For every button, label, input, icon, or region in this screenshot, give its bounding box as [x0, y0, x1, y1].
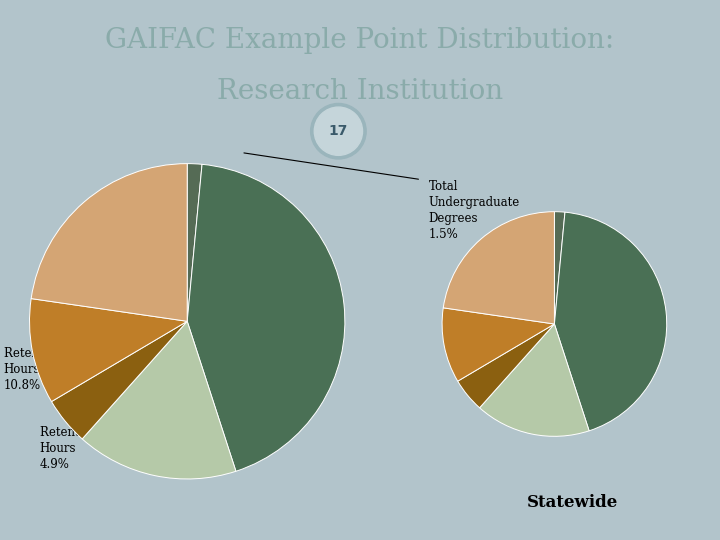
- Wedge shape: [187, 164, 345, 471]
- Text: Research Institution: Research Institution: [217, 78, 503, 105]
- Wedge shape: [480, 324, 589, 436]
- Text: Statewide: Statewide: [527, 495, 618, 511]
- Circle shape: [314, 107, 363, 156]
- Wedge shape: [30, 299, 187, 402]
- Wedge shape: [554, 212, 565, 324]
- Text: 17: 17: [329, 124, 348, 138]
- Circle shape: [310, 104, 366, 159]
- Text: by Graduation
Rate
43.5%: by Graduation Rate 43.5%: [242, 318, 327, 363]
- Wedge shape: [442, 308, 554, 381]
- Text: GAIFAC Example Point Distribution:: GAIFAC Example Point Distribution:: [105, 27, 615, 54]
- Text: Retention to 90
Hours
22.7%: Retention to 90 Hours 22.7%: [86, 244, 179, 289]
- Text: Retention to 60
Hours
10.8%: Retention to 60 Hours 10.8%: [4, 347, 96, 392]
- Wedge shape: [187, 164, 202, 321]
- Wedge shape: [458, 324, 554, 408]
- Wedge shape: [444, 212, 554, 324]
- Text: Total
Undergraduate
Degrees
1.5%: Total Undergraduate Degrees 1.5%: [428, 180, 520, 241]
- Text: At-Risk
16.6%: At-Risk 16.6%: [191, 417, 234, 446]
- Wedge shape: [31, 164, 187, 321]
- Wedge shape: [554, 212, 667, 431]
- Wedge shape: [82, 321, 236, 479]
- Wedge shape: [51, 321, 187, 439]
- Text: Retention to 30
Hours
4.9%: Retention to 30 Hours 4.9%: [40, 426, 132, 471]
